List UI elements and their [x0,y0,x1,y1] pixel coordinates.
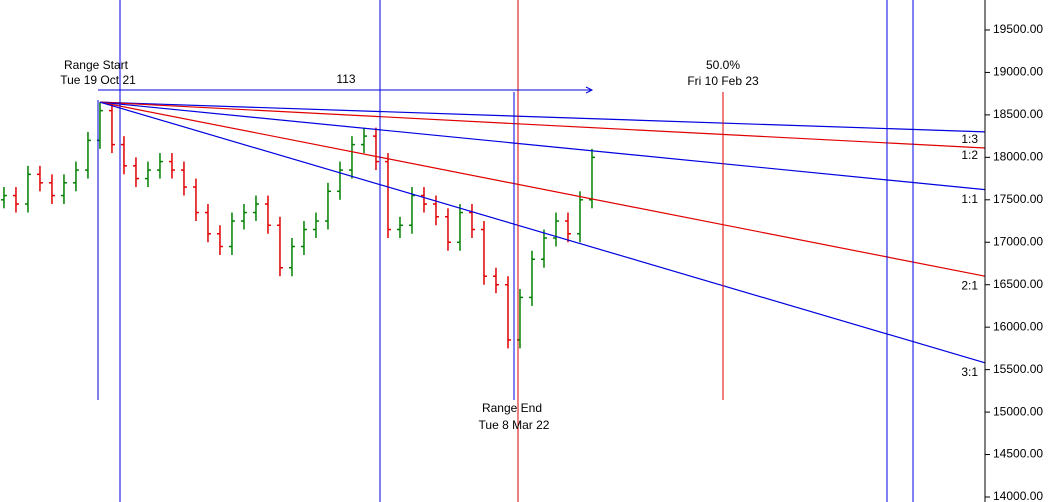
ohlc-bar [228,212,235,255]
y-tick-label: 14500.00 [993,447,1043,461]
fan-line [99,101,986,133]
fan-line [99,101,986,364]
y-tick-label: 17000.00 [993,234,1043,248]
ohlc-bar [252,195,259,222]
ohlc-bar [216,225,223,255]
plot-area [0,0,985,502]
ohlc-bar [264,195,271,234]
fan-label: 1:3 [961,132,978,146]
ohlc-bar [180,161,187,196]
y-tick-label: 15500.00 [993,362,1043,376]
annotation: Range Start [64,58,129,72]
ohlc-bar [444,208,451,251]
y-tick-label: 14000.00 [993,489,1043,502]
y-tick-label: 17500.00 [993,192,1043,206]
ohlc-bar [336,161,343,200]
ohlc-bar [0,187,7,209]
fan-label: 3:1 [961,365,978,379]
ohlc-bar [72,161,79,192]
y-tick-label: 16500.00 [993,277,1043,291]
ohlc-bar [408,187,415,234]
arrow-head [585,86,594,94]
ohlc-bar [540,229,547,268]
y-tick-label: 18500.00 [993,107,1043,121]
annotation: Tue 8 Mar 22 [479,418,550,432]
annotation: Fri 10 Feb 23 [687,74,759,88]
ohlc-bar [576,191,583,243]
ohlc-bar [468,204,475,239]
fan-label: 2:1 [961,278,978,292]
ohlc-bar [84,131,91,179]
ohlc-bar [132,157,139,188]
fan-line [99,101,986,277]
ohlc-bar [480,221,487,285]
ohlc-bar [192,178,199,222]
fan-line [99,101,986,191]
ohlc-bar [492,267,499,294]
fan-label: 1:1 [961,192,978,206]
ohlc-bar [36,165,43,192]
y-tick-label: 16000.00 [993,319,1043,333]
ohlc-bar [108,102,115,154]
ohlc-bar [12,187,19,213]
annotation: Tue 19 Oct 21 [60,73,136,87]
ohlc-bar [204,204,211,243]
ohlc-bar [120,136,127,175]
y-tick-label: 19500.00 [993,22,1043,36]
ohlc-bar [168,153,175,179]
fan-label: 1:2 [961,148,978,162]
ohlc-bar [60,174,67,205]
ohlc-bar [552,212,559,247]
ohlc-bar [384,153,391,239]
y-tick-label: 15000.00 [993,404,1043,418]
ohlc-bar [48,174,55,205]
y-tick-label: 18000.00 [993,150,1043,164]
ohlc-bar [456,204,463,251]
ohlc-bar [348,136,355,179]
ohlc-bar [24,165,31,213]
ohlc-bar [360,127,367,154]
fan-line [99,101,986,149]
annotation: 113 [336,72,355,86]
ohlc-bar [504,276,511,349]
ohlc-bar [144,161,151,188]
ohlc-bar [156,153,163,179]
y-tick-label: 19000.00 [993,65,1043,79]
ohlc-bar [528,250,535,306]
ohlc-bar [564,212,571,243]
ohlc-bar [300,221,307,255]
annotation: 50.0% [706,58,740,72]
ohlc-bar [240,204,247,230]
ohlc-bar [288,238,295,277]
ohlc-bar [312,212,319,239]
plot [0,101,986,364]
ohlc-bar [420,187,427,213]
ohlc-bar [276,216,283,277]
annotation: Range End [482,401,542,415]
ohlc-bar [372,127,379,171]
ohlc-bar [396,216,403,239]
ohlc-bar [324,182,331,230]
